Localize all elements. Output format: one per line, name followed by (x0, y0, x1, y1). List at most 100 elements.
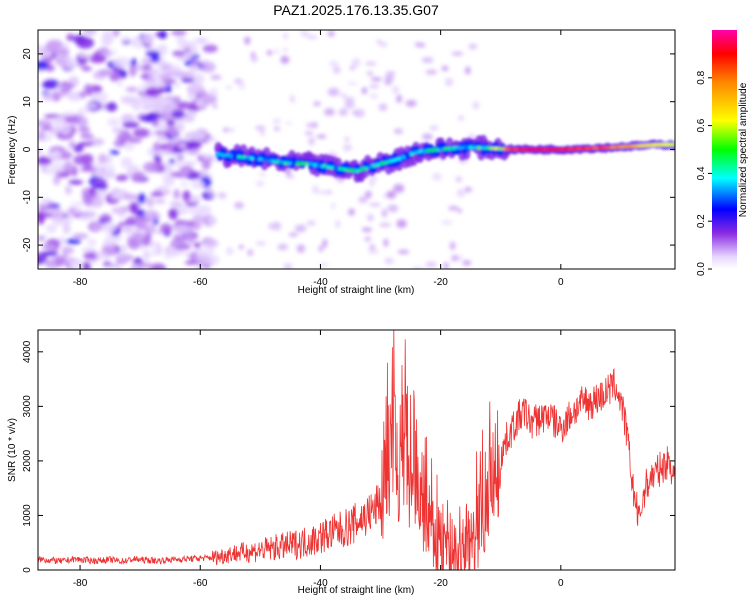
heatmap-noise-blob (283, 32, 288, 40)
ridge-mid (434, 150, 441, 157)
heatmap-noise-blob (367, 249, 380, 254)
heatmap-noise-blob (135, 208, 146, 219)
heatmap-noise-blob (210, 75, 222, 80)
heatmap-noise-blob (144, 87, 162, 97)
heatmap-noise-blob (383, 238, 389, 247)
ridge-core (409, 152, 415, 156)
heatmap-noise-blob (189, 44, 199, 56)
heatmap-noise-blob (122, 193, 139, 201)
heatmap-noise-blob (122, 95, 137, 104)
heatmap-noise-blob (115, 134, 126, 140)
heatmap-noise-blob (76, 37, 94, 49)
heatmap-noise-blob (468, 134, 475, 138)
ridge-core (413, 150, 419, 154)
heatmap-noise-blob (121, 35, 131, 42)
heatmap-noise-blob (173, 152, 183, 158)
heatmap-noise-field (38, 30, 483, 269)
heatmap-noise-blob (161, 183, 168, 193)
ridge-core (299, 161, 305, 166)
heatmap-noise-blob (370, 77, 382, 82)
heatmap-noise-blob (180, 182, 189, 187)
ridge-core (388, 159, 394, 163)
heatmap-noise-blob (41, 197, 49, 207)
heatmap-noise-blob (81, 153, 94, 164)
heatmap-noise-blob (97, 153, 108, 164)
heatmap-noise-blob (369, 84, 380, 89)
heatmap-noise-blob (256, 180, 265, 187)
heatmap-noise-blob (156, 244, 163, 256)
heatmap-noise-blob (313, 101, 321, 106)
heatmap-noise-blob (192, 214, 205, 224)
heatmap-noise-blob (318, 245, 324, 252)
ridge-core (447, 146, 453, 151)
heatmap-noise-blob (193, 242, 202, 249)
heatmap-noise-blob (208, 192, 218, 197)
heatmap-noise-blob (152, 141, 161, 153)
ridge-core (350, 168, 356, 173)
heatmap-noise-blob (53, 218, 61, 225)
ridge-core (249, 156, 255, 161)
heatmap-noise-blob (101, 245, 118, 256)
heatmap-noise-blob (304, 131, 314, 135)
ridge-core (426, 148, 432, 153)
heatmap-noise-blob (364, 236, 371, 242)
heatmap-noise-blob (66, 33, 75, 42)
heatmap-noise-blob (365, 61, 377, 66)
heatmap-noise-blob (82, 261, 92, 269)
ridge-mid (440, 141, 447, 148)
heatmap-noise-blob (464, 66, 471, 75)
heatmap-noise-blob (397, 249, 410, 254)
heatmap-noise-blob (38, 156, 52, 166)
heatmap-noise-blob (244, 36, 251, 45)
ridge-core (480, 146, 486, 150)
ridge-core (228, 154, 234, 158)
heatmap-noise-blob (327, 30, 335, 37)
heatmap-noise-blob (138, 262, 154, 269)
heatmap-noise-blob (344, 96, 355, 103)
ridge-core (493, 146, 499, 151)
heatmap-x-ticks: -80 -60 -40 -20 0 (73, 30, 564, 288)
ridge-core (405, 153, 411, 158)
heatmap-noise-blob (109, 150, 120, 155)
heatmap-noise-blob (51, 92, 67, 98)
heatmap-noise-blob (384, 78, 392, 86)
colorbar-ticks: 0.0 0.2 0.4 0.6 0.8 (696, 70, 712, 276)
heatmap-noise-blob (182, 251, 192, 256)
heatmap-noise-blob (296, 244, 306, 253)
heatmap-noise-blob (457, 208, 462, 213)
heatmap-noise-blob (68, 179, 84, 185)
heatmap-x-tick-label: -20 (433, 277, 448, 288)
heatmap-noise-blob (38, 149, 43, 154)
heatmap-noise-blob (49, 161, 68, 173)
heatmap-noise-blob (448, 205, 459, 211)
ridge-core (400, 155, 406, 159)
ridge-core (219, 153, 225, 157)
ridge-mid (238, 150, 245, 157)
heatmap-noise-blob (38, 213, 45, 225)
ridge-core (241, 155, 247, 160)
heatmap-noise-blob (208, 215, 215, 226)
heatmap-noise-blob (162, 78, 177, 84)
heatmap-noise-blob (188, 109, 197, 120)
ridge-mid (492, 141, 499, 148)
heatmap-noise-blob (90, 95, 106, 101)
heatmap-noise-blob (182, 149, 191, 156)
colorbar-tick-label: 0.8 (696, 70, 707, 84)
snr-x-tick-label: -80 (73, 578, 88, 589)
ridge-mid (497, 149, 504, 156)
ridge-core (304, 161, 310, 166)
heatmap-noise-blob (120, 244, 127, 253)
heatmap-noise-blob (140, 114, 158, 122)
ridge-core (232, 154, 238, 159)
heatmap-noise-blob (173, 188, 180, 200)
ridge-core (451, 146, 457, 150)
heatmap-noise-blob (462, 260, 472, 266)
heatmap-noise-blob (172, 50, 186, 57)
snr-frame (37, 329, 676, 571)
heatmap-noise-blob (78, 53, 93, 58)
heatmap-noise-blob (391, 85, 400, 94)
heatmap-noise-blob (238, 244, 244, 250)
heatmap-noise-blob (222, 128, 230, 132)
heatmap-noise-blob (46, 39, 63, 50)
heatmap-y-tick-label: 10 (22, 96, 33, 108)
